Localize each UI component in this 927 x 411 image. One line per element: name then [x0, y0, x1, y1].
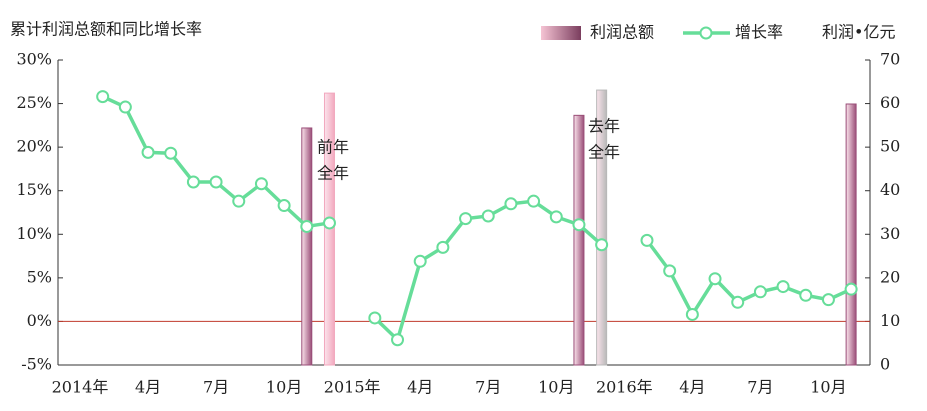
- marker: [391, 333, 405, 347]
- marker: [186, 175, 200, 189]
- marker: [96, 90, 110, 104]
- y-tick-label: 25%: [16, 93, 52, 112]
- chart-title: 累计利润总额和同比增长率: [10, 20, 202, 39]
- y-tick-label: 5%: [27, 267, 52, 286]
- y-tick-label: 15%: [16, 180, 52, 199]
- y-tick-label: 20%: [16, 137, 52, 156]
- x-tick-label: 7月: [475, 378, 501, 397]
- marker: [481, 209, 495, 223]
- marker: [413, 254, 427, 268]
- y-tick-label: 0%: [27, 311, 52, 330]
- x-tick-label: 10月: [266, 378, 302, 397]
- y2-tick-label: 40: [880, 180, 900, 199]
- y-tick-label: 30%: [16, 50, 52, 69]
- marker: [209, 175, 223, 189]
- marker: [731, 295, 745, 309]
- marker: [844, 282, 858, 296]
- y2-tick-label: 60: [880, 93, 900, 112]
- marker: [504, 197, 518, 211]
- marker: [277, 199, 291, 213]
- marker: [527, 194, 541, 208]
- bar: [301, 127, 313, 366]
- x-tick-label: 4月: [679, 378, 705, 397]
- y2-tick-label: 0: [880, 355, 890, 374]
- x-tick-label: 10月: [810, 378, 846, 397]
- annotation: 全年: [588, 143, 620, 162]
- marker: [436, 240, 450, 254]
- x-tick-label: 7月: [203, 378, 229, 397]
- marker: [663, 264, 677, 278]
- marker: [685, 307, 699, 321]
- y2-tick-label: 10: [880, 311, 900, 330]
- x-tick-label: 4月: [407, 378, 433, 397]
- x-tick-label: 2014年: [52, 378, 109, 397]
- bar: [596, 89, 608, 366]
- x-tick-label: 2016年: [596, 378, 653, 397]
- y2-axis-label: 利润•亿元: [822, 23, 895, 42]
- marker: [595, 238, 609, 252]
- x-tick-label: 2015年: [324, 378, 381, 397]
- marker: [322, 216, 336, 230]
- marker: [254, 177, 268, 191]
- marker: [232, 194, 246, 208]
- marker: [572, 218, 586, 232]
- marker: [141, 145, 155, 159]
- marker: [776, 280, 790, 294]
- marker: [300, 219, 314, 233]
- annotation: 全年: [317, 164, 349, 183]
- legend-label: 利润总额: [590, 23, 654, 42]
- x-tick-label: 7月: [747, 378, 773, 397]
- legend-swatch: [699, 26, 713, 40]
- marker: [821, 293, 835, 307]
- y2-tick-label: 50: [880, 137, 900, 156]
- marker: [368, 311, 382, 325]
- y-tick-label: -5%: [21, 355, 52, 374]
- marker: [459, 212, 473, 226]
- y2-tick-label: 30: [880, 224, 900, 243]
- annotation: 去年: [588, 117, 620, 136]
- y-tick-label: 10%: [16, 224, 52, 243]
- marker: [799, 288, 813, 302]
- marker: [118, 100, 132, 114]
- annotation: 前年: [317, 138, 349, 157]
- x-tick-label: 10月: [538, 378, 574, 397]
- bar: [573, 114, 585, 366]
- legend-label: 增长率: [735, 23, 783, 42]
- marker: [640, 233, 654, 247]
- marker: [549, 210, 563, 224]
- bar: [845, 103, 857, 366]
- y2-tick-label: 20: [880, 267, 900, 286]
- marker: [164, 146, 178, 160]
- x-tick-label: 4月: [135, 378, 161, 397]
- marker: [753, 285, 767, 299]
- y2-tick-label: 70: [880, 50, 900, 69]
- legend-swatch: [541, 26, 581, 40]
- marker: [708, 272, 722, 286]
